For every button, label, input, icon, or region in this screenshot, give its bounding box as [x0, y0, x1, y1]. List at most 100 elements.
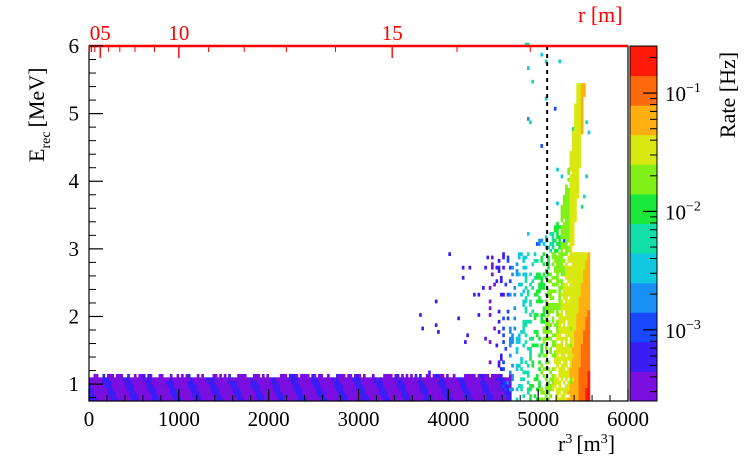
heatmap-cell — [300, 380, 303, 385]
heatmap-cell — [160, 397, 164, 402]
heatmap-cell — [580, 100, 584, 104]
heatmap-cell — [571, 333, 575, 338]
heatmap-cell — [569, 357, 573, 361]
heatmap-cell — [580, 272, 584, 277]
heatmap-cell — [574, 171, 577, 175]
heatmap-cell — [185, 394, 189, 399]
heatmap-cell — [587, 343, 591, 348]
heatmap-cell — [183, 377, 186, 382]
heatmap-cell — [327, 390, 330, 395]
heatmap-cell — [556, 397, 559, 402]
heatmap-cell — [360, 394, 364, 399]
heatmap-cell — [560, 302, 564, 307]
heatmap-cell — [574, 211, 577, 216]
heatmap-cell — [97, 394, 101, 399]
heatmap-cell — [264, 384, 267, 388]
heatmap-cell — [329, 380, 332, 385]
heatmap-cell — [446, 384, 449, 388]
heatmap-cell — [194, 390, 198, 395]
heatmap-cell — [556, 221, 559, 226]
heatmap-cell — [526, 252, 530, 257]
heatmap-cell — [558, 390, 562, 395]
heatmap-cell — [576, 292, 579, 297]
heatmap-cell — [520, 367, 523, 371]
heatmap-cell — [580, 373, 584, 378]
heatmap-cell — [203, 387, 207, 392]
heatmap-cell — [556, 306, 559, 311]
heatmap-cell — [95, 373, 99, 378]
heatmap-cell — [508, 384, 512, 388]
heatmap-cell — [495, 343, 499, 348]
heatmap-cell — [583, 313, 586, 317]
heatmap-cell — [187, 380, 191, 385]
heatmap-cell — [542, 252, 546, 257]
heatmap-cell — [342, 377, 346, 382]
heatmap-cell — [293, 380, 297, 385]
heatmap-cell — [237, 394, 240, 399]
heatmap-cell — [129, 387, 133, 392]
colorbar-segment — [630, 193, 657, 224]
heatmap-cell — [565, 211, 568, 216]
heatmap-cell — [574, 167, 577, 172]
heatmap-cell — [367, 380, 371, 385]
heatmap-cell — [526, 370, 530, 375]
heatmap-cell — [544, 346, 548, 351]
heatmap-cell — [414, 384, 418, 388]
heatmap-cell — [576, 316, 579, 321]
heatmap-cell — [324, 394, 328, 399]
heatmap-cell — [367, 377, 371, 382]
heatmap-cell — [428, 373, 431, 378]
heatmap-cell — [178, 387, 182, 392]
heatmap-cell — [398, 380, 402, 385]
heatmap-cell — [547, 319, 550, 324]
heatmap-cell — [511, 272, 514, 277]
heatmap-cell — [459, 380, 463, 385]
heatmap-cell — [558, 370, 562, 375]
heatmap-cell — [387, 387, 391, 392]
heatmap-cell — [538, 336, 541, 341]
heatmap-cell — [549, 384, 553, 388]
heatmap-cell — [304, 380, 308, 385]
heatmap-cell — [120, 377, 124, 382]
heatmap-cell — [365, 380, 368, 385]
heatmap-cell — [576, 154, 579, 158]
heatmap-cell — [133, 394, 137, 399]
heatmap-cell — [562, 238, 566, 243]
heatmap-cell — [430, 397, 434, 402]
heatmap-cell — [172, 390, 175, 395]
heatmap-cell — [515, 387, 519, 392]
heatmap-cell — [583, 360, 586, 365]
heatmap-cell — [560, 387, 564, 392]
heatmap-cell — [354, 380, 357, 385]
heatmap-cell — [560, 208, 564, 213]
heatmap-cell — [560, 346, 564, 351]
heatmap-cell — [234, 390, 238, 395]
heatmap-cell — [565, 346, 568, 351]
heatmap-cell — [567, 370, 571, 375]
heatmap-cell — [551, 255, 555, 260]
heatmap-cell — [158, 377, 162, 382]
heatmap-cell — [459, 387, 463, 392]
heatmap-cell — [104, 394, 108, 399]
heatmap-cell — [562, 225, 566, 229]
heatmap-cell — [185, 377, 189, 382]
heatmap-cell — [234, 397, 238, 402]
heatmap-cell — [187, 394, 191, 399]
heatmap-cell — [560, 231, 564, 236]
heatmap-cell — [192, 384, 195, 388]
heatmap-cell — [585, 394, 588, 399]
heatmap-cell — [544, 59, 548, 64]
heatmap-cell — [457, 397, 460, 402]
heatmap-cell — [419, 313, 422, 317]
heatmap-cell — [100, 394, 103, 399]
heatmap-cell — [340, 380, 344, 385]
heatmap-cell — [264, 377, 267, 382]
heatmap-cell — [315, 397, 319, 402]
heatmap-cell — [574, 306, 577, 311]
heatmap-cell — [208, 390, 211, 395]
heatmap-cell — [428, 377, 431, 382]
heatmap-cell — [560, 306, 564, 311]
heatmap-cell — [327, 394, 330, 399]
heatmap-cell — [147, 397, 151, 402]
heatmap-cell — [493, 387, 496, 392]
